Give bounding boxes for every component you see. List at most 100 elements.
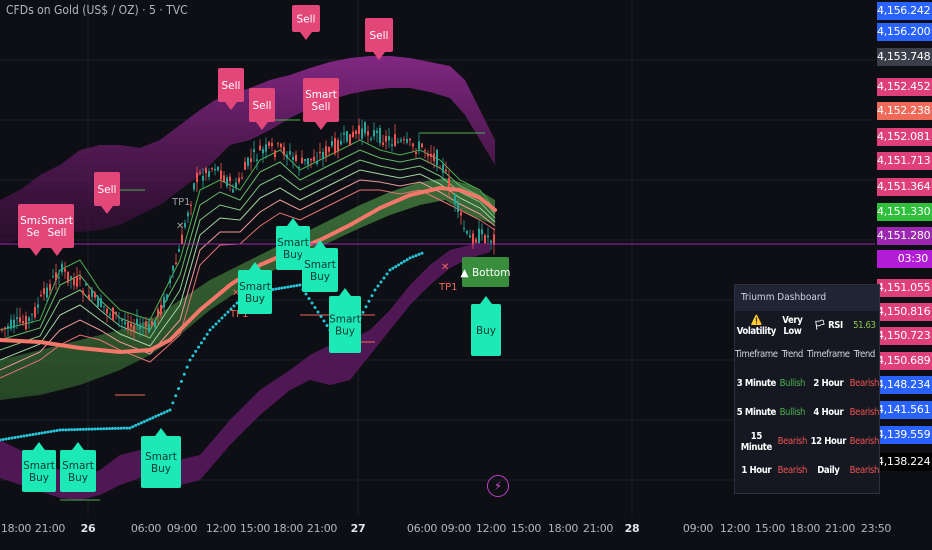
trail-dot [191,354,195,358]
candle-body [112,307,114,321]
trail-dot [367,299,371,303]
price-tag: 4,139.559 [877,426,932,444]
trail-dot [382,276,386,280]
time-tick: 15:00 [510,522,542,535]
price-tag: 4,150.816 [877,303,932,321]
sell-signal[interactable]: Sell [249,88,275,130]
candle-body [391,144,393,146]
tp-label: TP1 [171,197,191,208]
candle-body [490,240,492,243]
candle-body [379,128,381,144]
trail-dot [93,427,97,431]
trail-dot [1,438,5,441]
trail-dot [271,288,275,291]
time-tick: 26 [80,522,96,535]
trail-dot [391,266,395,270]
sell-signal[interactable]: Sell [218,68,244,110]
signal-text: Sell [297,14,316,26]
candle-body [277,143,279,145]
candle-body [58,277,60,279]
dashboard-title: Triumm Dashboard [735,285,879,311]
trail-dot [105,427,109,431]
candle-body [40,294,42,297]
candle-body [313,156,315,162]
bottom-signal[interactable]: ▲ Bottom [461,257,511,287]
signal-text: Buy [310,271,330,283]
candle-body [76,276,78,287]
trail-dot [55,429,59,432]
time-tick: 12:00 [475,522,507,535]
candle-body [55,272,57,281]
trail-dot [137,422,141,426]
price-tag: 4,151.280 [877,227,932,245]
buy-signal[interactable]: Buy [471,296,501,356]
signal-box [141,436,181,488]
signal-box [276,226,310,270]
candle-body [31,314,33,316]
signal-box [302,248,338,292]
candle-body [469,235,471,238]
time-tick: 28 [624,522,640,535]
time-tick: 09:00 [440,522,472,535]
candle-body [415,152,417,154]
candle-body [388,136,390,141]
candle-body [184,223,186,228]
trail-dot [414,254,418,258]
candle-body [460,212,462,216]
trend-cell: Bearish [849,407,880,418]
trail-dot [113,426,117,430]
sell-signal[interactable]: Sell [292,5,320,40]
candle-body [223,175,225,183]
candle-body [385,135,387,142]
trail-dot [405,258,409,262]
price-tag: 4,150.723 [877,327,932,345]
trail-dot [220,316,224,320]
candle-body [487,235,489,238]
sell-signal[interactable]: Sell [94,172,120,214]
price-tag: 4,138.224 [877,453,932,471]
price-tag: 4,151.713 [877,152,932,170]
candle-body [19,317,21,323]
candle-body [364,122,366,134]
candle-body [280,143,282,148]
candle-body [187,212,189,217]
trail-dot [211,325,215,329]
signal-pointer [101,206,113,214]
candle-body [61,263,63,273]
trail-dot [145,418,149,422]
candle-body [157,308,159,317]
time-tick: 23:50 [860,522,892,535]
candle-body [445,169,447,172]
signal-box [292,5,320,32]
signal-box [329,296,361,353]
sell-signal[interactable]: Sell [365,18,393,60]
trail-dot [310,301,314,305]
trail-dot [229,307,233,311]
signal-box [218,68,244,102]
candle-body [52,276,54,278]
signal-box [249,88,275,122]
signal-text: Sell [48,227,67,239]
candle-body [217,166,219,171]
signal-box [471,304,501,356]
trail-dot [13,436,17,439]
trail-dot [417,252,421,256]
candle-body [331,141,333,146]
candle-body [211,168,213,170]
rsi-label: 🏳 RSI [813,320,843,331]
lightning-icon[interactable]: ⚡ [487,475,509,497]
trail-dot [34,432,38,436]
trend-cell: Bearish [777,465,808,476]
candle-body [202,175,204,181]
signal-text: Sell [312,101,331,113]
